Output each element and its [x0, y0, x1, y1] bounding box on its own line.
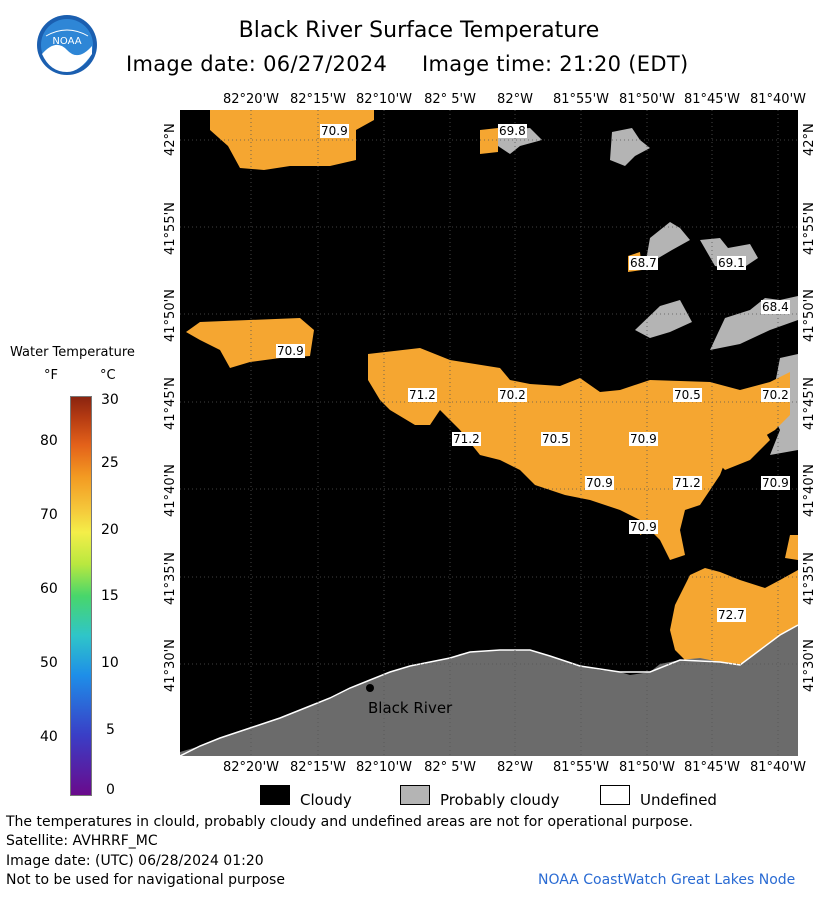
- temp-label: 69.8: [498, 124, 527, 138]
- temp-label: 70.9: [761, 476, 790, 490]
- legend-cloudy-swatch: [260, 785, 290, 805]
- colorbar-c-tick: 15: [101, 588, 119, 604]
- lon-tick-top: 81°50'W: [618, 92, 676, 107]
- temp-label: 70.9: [320, 124, 349, 138]
- lon-tick-top: 81°45'W: [683, 92, 741, 107]
- lon-tick-bottom: 81°55'W: [552, 760, 610, 775]
- lon-tick-bottom: 81°40'W: [749, 760, 807, 775]
- lon-tick-bottom: 82°15'W: [289, 760, 347, 775]
- temp-label: 70.9: [276, 344, 305, 358]
- legend-undefined-swatch: [600, 785, 630, 805]
- lat-tick-right: 41°55'N: [802, 202, 817, 255]
- colorbar-title: Water Temperature: [10, 345, 135, 360]
- footer-satellite: Satellite: AVHRRF_MC: [6, 833, 158, 849]
- temp-label: 70.5: [673, 388, 702, 402]
- lat-tick-left: 41°45'N: [163, 377, 178, 430]
- temp-label: 71.2: [673, 476, 702, 490]
- lon-tick-bottom: 81°45'W: [683, 760, 741, 775]
- lon-tick-bottom: 81°50'W: [618, 760, 676, 775]
- lat-tick-left: 41°55'N: [163, 202, 178, 255]
- land-area: [180, 625, 798, 756]
- lon-tick-top: 81°40'W: [749, 92, 807, 107]
- footer-nav-warning: Not to be used for navigational purpose: [6, 872, 285, 888]
- lat-tick-left: 41°30'N: [163, 639, 178, 692]
- water-areas: [186, 110, 798, 670]
- temp-label: 70.9: [629, 520, 658, 534]
- footer-credit: NOAA CoastWatch Great Lakes Node: [538, 872, 796, 888]
- lat-tick-right: 41°30'N: [802, 639, 817, 692]
- lon-tick-top: 82°W: [497, 92, 533, 107]
- black-river-marker: [366, 684, 374, 692]
- map-graticule: [180, 110, 798, 756]
- legend-probably-cloudy-swatch: [400, 785, 430, 805]
- colorbar-f-tick: 40: [40, 729, 58, 745]
- lon-tick-bottom: 82°20'W: [222, 760, 280, 775]
- lat-tick-left: 41°50'N: [163, 289, 178, 342]
- temp-label: 70.2: [498, 388, 527, 402]
- lon-tick-top: 81°55'W: [552, 92, 610, 107]
- lon-tick-bottom: 82° 5'W: [424, 760, 476, 775]
- colorbar-c-tick: 10: [101, 655, 119, 671]
- colorbar-c-tick: 25: [101, 455, 119, 471]
- lat-tick-left: 41°35'N: [163, 552, 178, 605]
- lat-tick-right: 41°35'N: [802, 552, 817, 605]
- colorbar-c-tick: 30: [101, 392, 119, 408]
- lat-tick-right: 41°45'N: [802, 377, 817, 430]
- legend-probably-cloudy-label: Probably cloudy: [440, 791, 560, 809]
- colorbar-f-tick: 70: [40, 507, 58, 523]
- temperature-colorbar: [70, 396, 92, 796]
- black-river-label: Black River: [368, 699, 453, 717]
- colorbar-f-tick: 50: [40, 655, 58, 671]
- svg-text:NOAA: NOAA: [52, 36, 81, 47]
- lat-tick-right: 41°50'N: [802, 289, 817, 342]
- footer-disclaimer: The temperatures in clould, probably clo…: [6, 814, 693, 830]
- temp-label: 70.9: [585, 476, 614, 490]
- colorbar-c-tick: 0: [106, 782, 115, 798]
- noaa-logo-icon: NOAA: [36, 14, 98, 76]
- colorbar-unit-c: °C: [100, 368, 116, 383]
- legend-undefined-label: Undefined: [640, 791, 717, 809]
- lon-tick-top: 82°20'W: [222, 92, 280, 107]
- lat-tick-left: 42°N: [163, 123, 178, 156]
- temp-label: 72.7: [717, 608, 746, 622]
- lon-tick-top: 82° 5'W: [424, 92, 476, 107]
- colorbar-unit-f: °F: [44, 368, 58, 383]
- temp-label: 71.2: [408, 388, 437, 402]
- temp-label: 68.7: [629, 256, 658, 270]
- image-date-time: Image date: 06/27/2024 Image time: 21:20…: [126, 52, 689, 76]
- lat-tick-left: 41°40'N: [163, 464, 178, 517]
- temp-label: 70.2: [761, 388, 790, 402]
- lat-tick-right: 41°40'N: [802, 464, 817, 517]
- temp-label: 68.4: [761, 300, 790, 314]
- colorbar-f-tick: 80: [40, 433, 58, 449]
- temp-label: 70.5: [541, 432, 570, 446]
- lon-tick-bottom: 82°10'W: [355, 760, 413, 775]
- temp-label: 70.9: [629, 432, 658, 446]
- colorbar-c-tick: 20: [101, 522, 119, 538]
- legend-cloudy-label: Cloudy: [300, 791, 352, 809]
- lon-tick-top: 82°15'W: [289, 92, 347, 107]
- colorbar-f-tick: 60: [40, 581, 58, 597]
- temp-label: 71.2: [452, 432, 481, 446]
- lat-tick-right: 42°N: [802, 123, 817, 156]
- temperature-map: Black River 70.9 69.8 68.7 69.1 68.4 70.…: [180, 110, 798, 756]
- lon-tick-bottom: 82°W: [497, 760, 533, 775]
- colorbar-c-tick: 5: [106, 722, 115, 738]
- lon-tick-top: 82°10'W: [355, 92, 413, 107]
- map-title: Black River Surface Temperature: [238, 18, 600, 43]
- footer-image-date: Image date: (UTC) 06/28/2024 01:20: [6, 853, 264, 869]
- temp-label: 69.1: [717, 256, 746, 270]
